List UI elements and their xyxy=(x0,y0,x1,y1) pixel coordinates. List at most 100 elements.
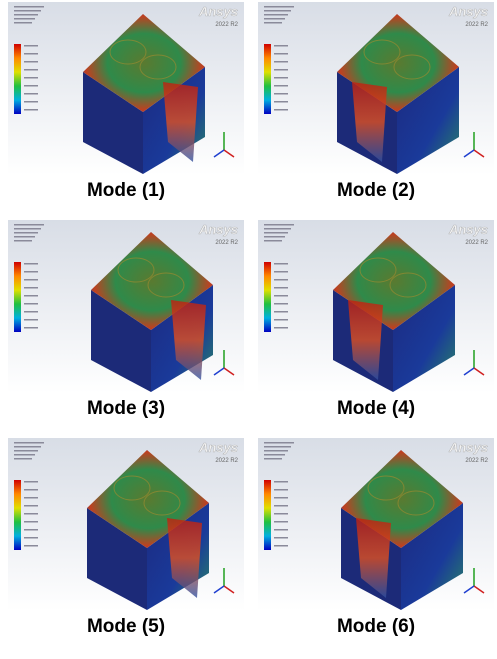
header-line xyxy=(264,224,294,226)
panel: Ansys 2022 R2 Mode (6) xyxy=(258,438,494,637)
panels: Ansys 2022 R2 Mode (1) Ansys 2022 R2 Mode (2)… xyxy=(8,2,494,637)
header-line xyxy=(264,6,294,8)
legend-label-line xyxy=(24,109,38,111)
header-line xyxy=(14,22,32,24)
header-line xyxy=(14,14,38,16)
header-line xyxy=(264,240,282,242)
legend-label-line xyxy=(274,505,288,507)
legend-label-line xyxy=(274,77,288,79)
header-line xyxy=(14,454,35,456)
top-feature xyxy=(363,39,401,65)
legend-label-line xyxy=(274,53,288,55)
deformation-hotspot xyxy=(171,300,206,380)
legend-label-line xyxy=(274,45,288,47)
legend-label-line xyxy=(24,489,38,491)
triad-z xyxy=(463,149,475,158)
header-line xyxy=(14,6,44,8)
header-line xyxy=(264,446,291,448)
legend-label-line xyxy=(274,303,288,305)
top-feature xyxy=(397,490,435,516)
header-line xyxy=(14,240,32,242)
legend-label-line xyxy=(274,93,288,95)
legend-label-line xyxy=(274,545,288,547)
legend-label-line xyxy=(24,53,38,55)
header-line xyxy=(264,22,282,24)
panel: Ansys 2022 R2 Mode (2) xyxy=(258,2,494,201)
cube-left-face xyxy=(91,290,151,392)
ansys-version: 2022 R2 xyxy=(465,240,488,246)
top-feature xyxy=(393,54,431,80)
legend-label-line xyxy=(24,263,38,265)
legend-label-line xyxy=(274,69,288,71)
triad-z xyxy=(213,149,225,158)
legend-label-line xyxy=(274,497,288,499)
top-feature xyxy=(109,39,147,65)
color-legend xyxy=(264,480,271,550)
legend-label-line xyxy=(274,101,288,103)
mode-caption: Mode (3) xyxy=(87,398,165,419)
legend-label-line xyxy=(24,513,38,515)
top-feature xyxy=(359,257,397,283)
ansys-version: 2022 R2 xyxy=(215,240,238,246)
legend-label-line xyxy=(274,271,288,273)
header-line xyxy=(14,224,44,226)
triad-z xyxy=(213,585,225,594)
legend-label-line xyxy=(274,319,288,321)
top-feature xyxy=(139,54,177,80)
top-feature xyxy=(389,272,427,298)
deformation-hotspot xyxy=(356,518,391,598)
ansys-version: 2022 R2 xyxy=(465,458,488,464)
header-line xyxy=(264,450,288,452)
legend-label-line xyxy=(24,45,38,47)
legend-label-line xyxy=(24,319,38,321)
triad-x xyxy=(223,149,235,158)
mode-caption: Mode (4) xyxy=(337,398,415,419)
triad-x xyxy=(223,585,235,594)
legend-label-line xyxy=(24,271,38,273)
legend-label-line xyxy=(274,537,288,539)
legend-label-line xyxy=(24,537,38,539)
legend-label-line xyxy=(24,61,38,63)
triad-x xyxy=(473,149,485,158)
mode-caption: Mode (6) xyxy=(337,616,415,637)
legend-label-line xyxy=(24,505,38,507)
header-line xyxy=(14,458,32,460)
legend-label-line xyxy=(24,295,38,297)
header-line xyxy=(14,236,35,238)
legend-label-line xyxy=(274,481,288,483)
triad-x xyxy=(473,367,485,376)
ansys-logo: Ansys xyxy=(448,4,488,19)
legend-label-line xyxy=(274,311,288,313)
legend-label-line xyxy=(24,497,38,499)
header-line xyxy=(14,228,41,230)
cube-right-face xyxy=(393,285,455,392)
ansys-version: 2022 R2 xyxy=(215,458,238,464)
legend-label-line xyxy=(24,529,38,531)
triad-x xyxy=(473,585,485,594)
ansys-logo: Ansys xyxy=(448,440,488,455)
mode-caption: Mode (2) xyxy=(337,180,415,201)
top-feature xyxy=(147,272,185,298)
cube-left-face xyxy=(83,72,143,174)
panel: Ansys 2022 R2 Mode (4) xyxy=(258,220,494,419)
header-line xyxy=(264,10,291,12)
top-feature xyxy=(117,257,155,283)
cube-right-face xyxy=(401,503,463,610)
cube-right-face xyxy=(397,67,459,174)
mode-caption: Mode (5) xyxy=(87,616,165,637)
header-line xyxy=(264,454,285,456)
color-legend xyxy=(14,44,21,114)
color-legend xyxy=(14,480,21,550)
legend-label-line xyxy=(24,93,38,95)
legend-label-line xyxy=(274,489,288,491)
legend-label-line xyxy=(274,513,288,515)
top-feature xyxy=(367,475,405,501)
color-legend xyxy=(14,262,21,332)
legend-label-line xyxy=(24,303,38,305)
legend-label-line xyxy=(24,521,38,523)
header-line xyxy=(264,232,288,234)
header-line xyxy=(14,18,35,20)
legend-label-line xyxy=(24,279,38,281)
triad-z xyxy=(213,367,225,376)
cube-left-face xyxy=(87,508,147,610)
